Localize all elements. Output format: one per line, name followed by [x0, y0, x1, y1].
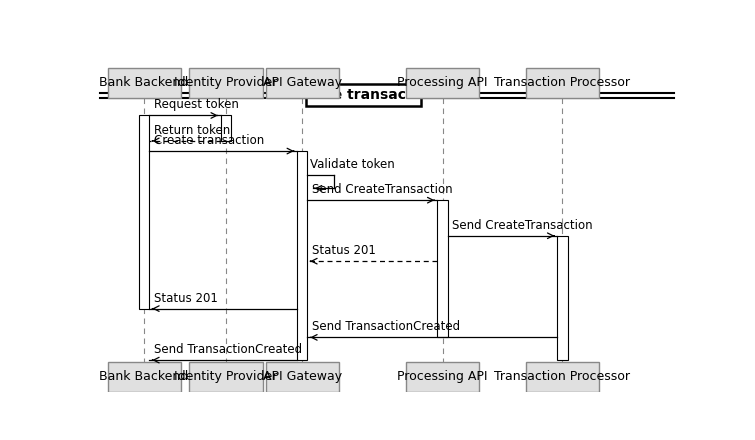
Text: Create transaction: Create transaction [290, 88, 437, 102]
Bar [526, 68, 599, 98]
Bar [107, 68, 180, 98]
Bar [557, 236, 568, 360]
Bar [406, 362, 479, 392]
Bar [297, 151, 307, 360]
Bar [190, 68, 263, 98]
Bar [107, 362, 180, 392]
Text: Send CreateTransaction: Send CreateTransaction [452, 219, 593, 232]
Bar [220, 115, 231, 141]
Bar [266, 68, 339, 98]
Text: Send TransactionCreated: Send TransactionCreated [154, 343, 302, 356]
Text: Bank Backend: Bank Backend [100, 370, 189, 383]
Bar [190, 362, 263, 392]
Text: Identity Provider: Identity Provider [174, 370, 278, 383]
Bar [406, 68, 479, 98]
Text: API Gateway: API Gateway [263, 370, 342, 383]
Text: Status 201: Status 201 [312, 244, 376, 257]
Text: Processing API: Processing API [397, 77, 488, 89]
Text: Request token: Request token [154, 99, 239, 111]
Bar [307, 84, 421, 106]
Text: Send TransactionCreated: Send TransactionCreated [312, 320, 460, 334]
Bar [526, 362, 599, 392]
Text: Status 201: Status 201 [154, 292, 218, 304]
Text: Bank Backend: Bank Backend [100, 77, 189, 89]
Bar [266, 362, 339, 392]
Text: Create transaction: Create transaction [154, 134, 264, 147]
Bar [437, 200, 448, 337]
Text: Send CreateTransaction: Send CreateTransaction [312, 183, 453, 196]
Text: API Gateway: API Gateway [263, 77, 342, 89]
Text: Transaction Processor: Transaction Processor [495, 370, 630, 383]
Text: Identity Provider: Identity Provider [174, 77, 278, 89]
Bar [139, 115, 149, 308]
Text: Return token: Return token [154, 124, 230, 137]
Text: Validate token: Validate token [310, 158, 395, 171]
Text: Transaction Processor: Transaction Processor [495, 77, 630, 89]
Text: Processing API: Processing API [397, 370, 488, 383]
